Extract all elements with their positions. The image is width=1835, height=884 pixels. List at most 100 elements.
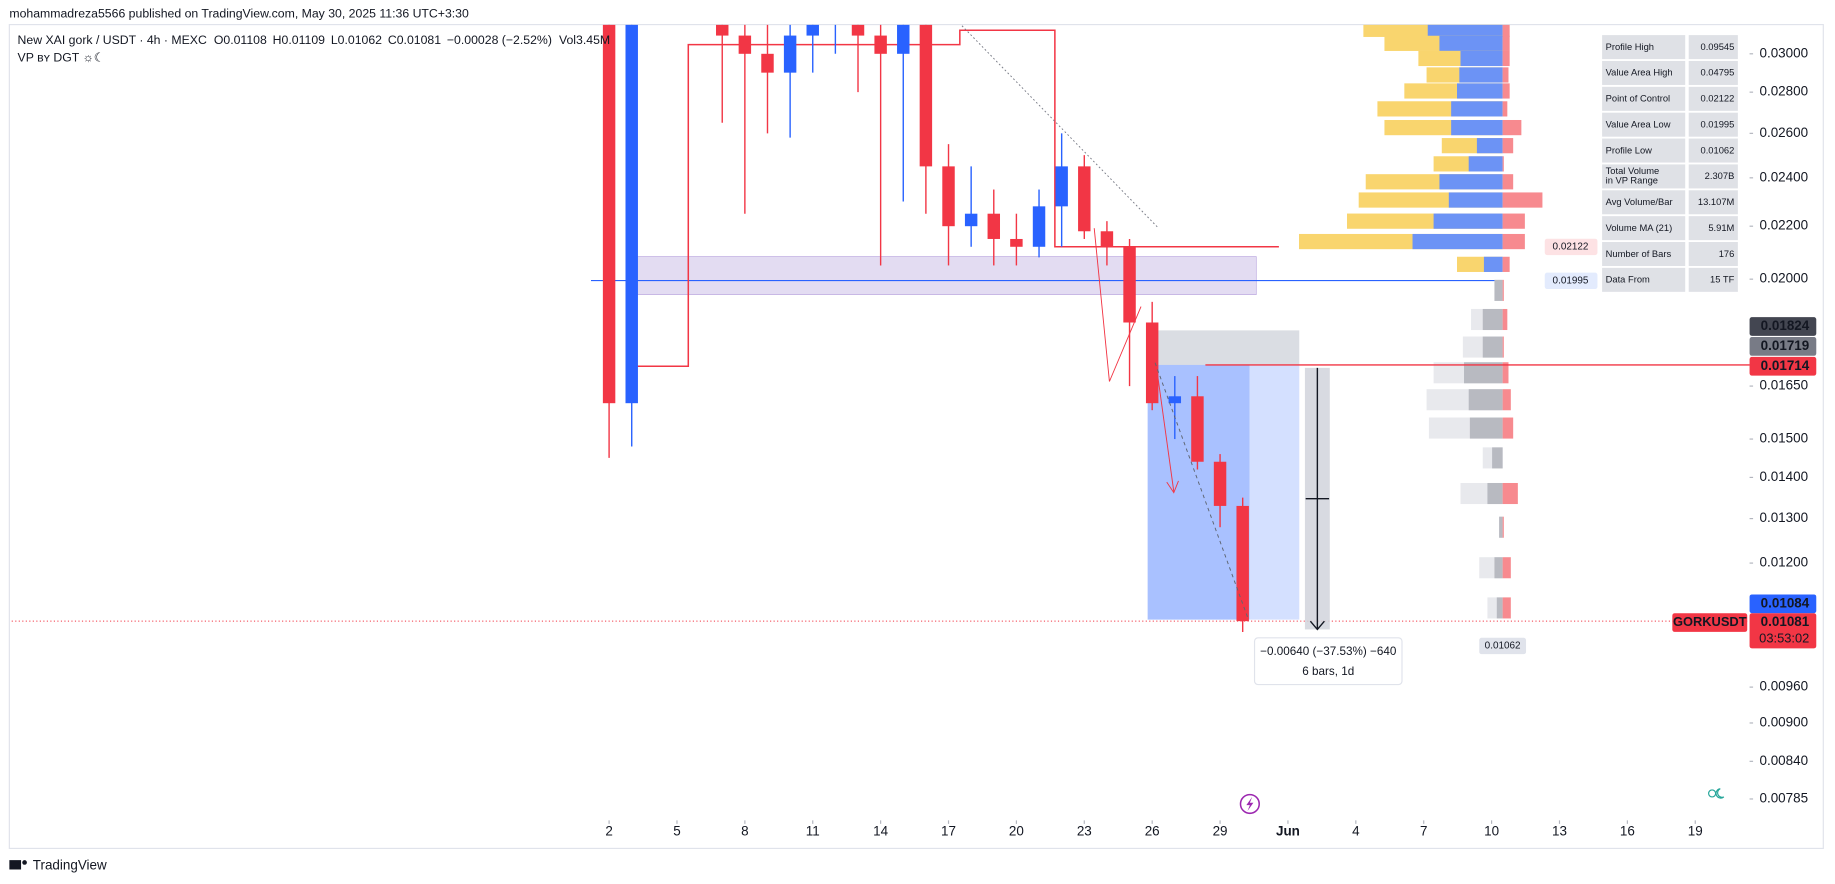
candle-body: [1236, 505, 1249, 622]
candle-body: [1145, 322, 1159, 404]
alert-bolt: [1246, 796, 1254, 811]
y-tick-label: 0.03000: [1760, 45, 1809, 60]
indicator-line: [631, 29, 1279, 367]
profile-buy: [1439, 174, 1503, 190]
candle-body: [897, 24, 910, 54]
stats-value: 15 TF: [1710, 275, 1735, 285]
last-price-bg: [1749, 613, 1817, 649]
profile-buy: [1412, 233, 1503, 250]
profile-sell: [1502, 101, 1508, 117]
profile-buy: [1427, 24, 1503, 37]
candle-body: [919, 24, 933, 167]
y-tick-label: 0.00900: [1760, 715, 1809, 730]
header-text: O: [214, 33, 224, 47]
profile-sell: [1502, 389, 1511, 411]
header-text: mohammadreza5566 published on TradingVie…: [9, 6, 469, 20]
range-box: [631, 256, 1257, 295]
candle-body: [783, 35, 797, 73]
profile-buy: [1451, 101, 1503, 117]
candle-body: [602, 24, 616, 404]
brand: TradingView: [33, 858, 107, 873]
candle-body: [761, 53, 774, 73]
stats-label: Profile High: [1606, 42, 1654, 52]
stats-value: 2.307B: [1705, 171, 1735, 181]
arrow-line: [1155, 365, 1175, 492]
arrow-head: [1166, 480, 1179, 494]
stats-value: 0.02122: [1701, 94, 1735, 104]
price-label: 0.01084: [1761, 595, 1810, 610]
profile-sell: [1502, 279, 1504, 301]
stats-value: 176: [1719, 249, 1735, 259]
target-zone: [1147, 330, 1300, 365]
candle-body: [716, 24, 729, 36]
measure-text: −0.00640 (−37.53%) −640: [1260, 645, 1397, 658]
vp-icon-moon: [1715, 788, 1725, 799]
y-tick-label: 0.01500: [1760, 431, 1809, 446]
y-tick-label: 0.01650: [1760, 378, 1809, 393]
y-tick-label: 0.01300: [1760, 510, 1809, 525]
profile-sell: [1502, 192, 1543, 208]
y-tick-label: 0.02200: [1760, 218, 1809, 233]
y-tick-label: 0.00785: [1760, 791, 1809, 806]
candle-body: [851, 24, 865, 36]
stats-label: Data From: [1606, 275, 1650, 285]
profile-tag: 0.01995: [1553, 275, 1589, 286]
price-label: 0.01824: [1761, 318, 1810, 333]
y-tick-label: 0.02800: [1760, 84, 1809, 99]
profile-sell: [1502, 50, 1510, 67]
x-tick-label: 29: [1213, 824, 1228, 839]
candle-body: [1032, 206, 1046, 247]
profile-sell: [1502, 24, 1510, 37]
stats-label-cell: [1602, 86, 1686, 111]
profile-sell: [1502, 35, 1510, 51]
stats-value-cell: [1688, 216, 1738, 241]
price-label-bg: [1749, 594, 1817, 614]
price-label-bg: [1749, 317, 1817, 336]
alert-icon[interactable]: [1239, 793, 1260, 815]
x-tick-label: 5: [673, 824, 680, 839]
stats-label: Profile Low: [1606, 145, 1653, 155]
y-tick-label: 0.01200: [1760, 555, 1809, 570]
candle-body: [964, 213, 978, 227]
y-tick-label: 0.02400: [1760, 169, 1809, 184]
profile-buy: [1468, 389, 1503, 411]
profile-sell: [1502, 233, 1525, 250]
x-tick-label: 23: [1077, 824, 1092, 839]
profile-buy: [1456, 83, 1503, 99]
profile-tag-bg: [1544, 272, 1598, 290]
price-label-bg: [1749, 356, 1817, 376]
profile-buy: [1492, 447, 1503, 469]
symbol-label: GORKUSDT: [1673, 614, 1747, 629]
profile-sell: [1502, 482, 1518, 505]
header-text: L: [331, 33, 338, 47]
header-text: Vol: [559, 33, 576, 47]
header-text: 0.01109: [282, 33, 326, 47]
price-label: 0.01714: [1761, 358, 1810, 373]
profile-sell: [1502, 138, 1514, 154]
candle-body: [1191, 396, 1204, 462]
logo-mark-dot: [22, 860, 27, 865]
header-text: 0.01062: [338, 33, 383, 47]
profile-buy: [1494, 557, 1503, 579]
stats-value-cell: [1688, 138, 1738, 163]
stats-value-cell: [1688, 35, 1738, 60]
candle-body: [987, 213, 1001, 239]
countdown: 03:53:02: [1759, 630, 1809, 645]
chart-frame: [8, 23, 1824, 850]
candle-body: [1168, 396, 1182, 404]
x-tick-label: 8: [741, 824, 748, 839]
y-tick-label: 0.02600: [1760, 125, 1809, 140]
header-text: 3.45M: [576, 33, 610, 47]
x-tick-label: 26: [1145, 824, 1160, 839]
stats-label-cell: [1602, 35, 1686, 60]
stats-value: 5.91M: [1708, 223, 1734, 233]
profile-buy: [1494, 279, 1503, 301]
x-tick-label: Jun: [1276, 824, 1300, 839]
profile-sell: [1502, 308, 1508, 331]
profile-buy: [1469, 417, 1503, 439]
profile-buy: [1483, 256, 1503, 272]
stats-value-cell: [1688, 190, 1738, 215]
header-text: C: [388, 33, 397, 47]
candle-body: [738, 35, 752, 54]
